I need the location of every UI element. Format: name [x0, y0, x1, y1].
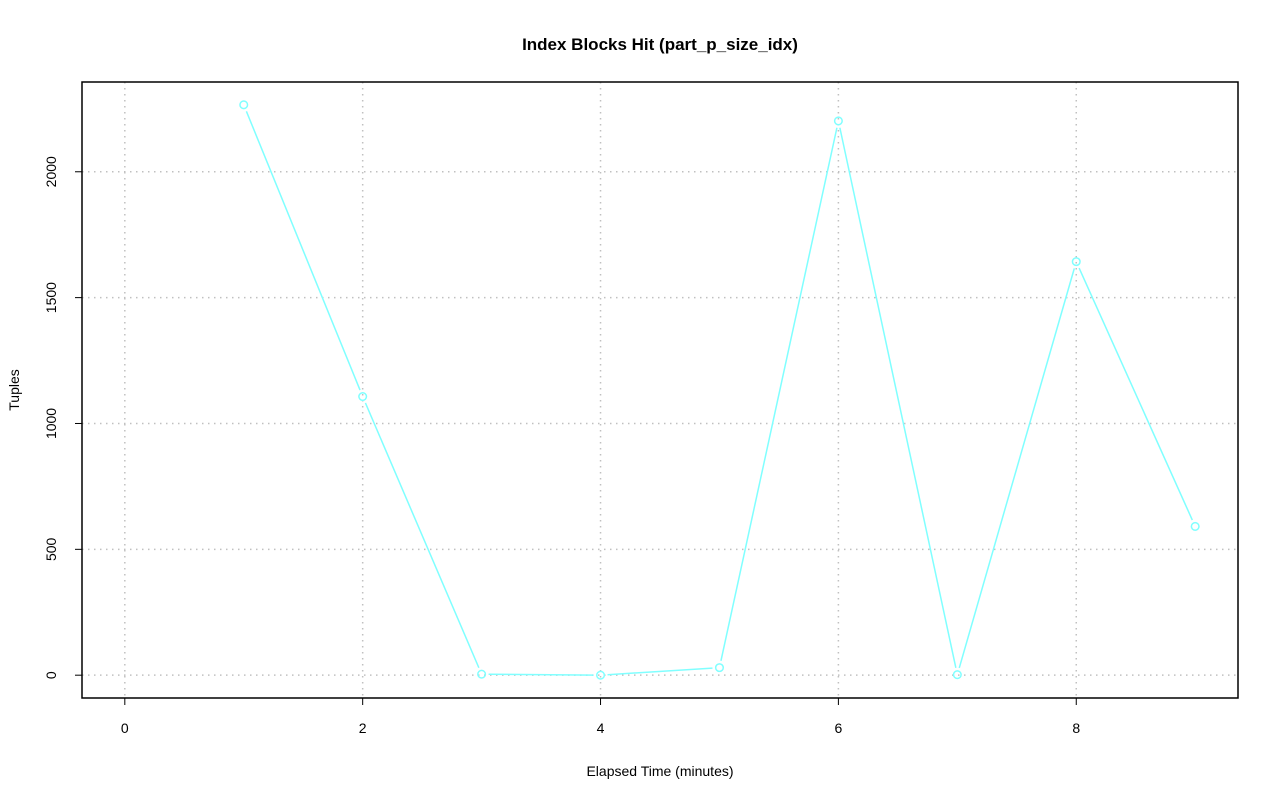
y-axis-label: Tuples	[6, 369, 22, 411]
series-line-segment	[364, 402, 480, 669]
data-point	[358, 391, 368, 402]
series	[239, 100, 1200, 680]
series-line-segment	[720, 127, 838, 661]
series-line-segment	[839, 127, 957, 668]
grid	[82, 82, 1238, 698]
x-axis-label: Elapsed Time (minutes)	[586, 763, 733, 779]
chart-title: Index Blocks Hit (part_p_size_idx)	[522, 35, 798, 54]
data-point	[833, 116, 843, 126]
y-tick-label: 2000	[43, 156, 59, 187]
x-tick-label: 6	[834, 720, 842, 736]
plot-frame	[81, 81, 1239, 699]
x-tick-label: 8	[1072, 720, 1080, 736]
data-point	[477, 669, 487, 679]
series-line-segment	[245, 111, 361, 391]
data-point	[595, 670, 606, 680]
y-tick-label: 500	[43, 537, 59, 561]
y-tick-label: 0	[43, 671, 59, 679]
axes: 0 2 4 6 8 0 500 1000 1500 2000	[43, 156, 1080, 736]
y-tick-label: 1000	[43, 408, 59, 439]
data-point	[239, 100, 249, 110]
y-tick-label: 1500	[43, 282, 59, 313]
data-point	[952, 670, 962, 680]
series-line-segment	[488, 673, 594, 676]
data-point	[1190, 521, 1200, 531]
data-point	[1071, 257, 1081, 267]
x-tick-label: 0	[121, 720, 129, 736]
series-line-segment	[958, 268, 1076, 669]
series-line-segment	[607, 667, 713, 676]
series-line-segment	[1078, 267, 1194, 521]
x-tick-label: 4	[597, 720, 605, 736]
x-tick-label: 2	[359, 720, 367, 736]
data-point	[714, 663, 725, 673]
